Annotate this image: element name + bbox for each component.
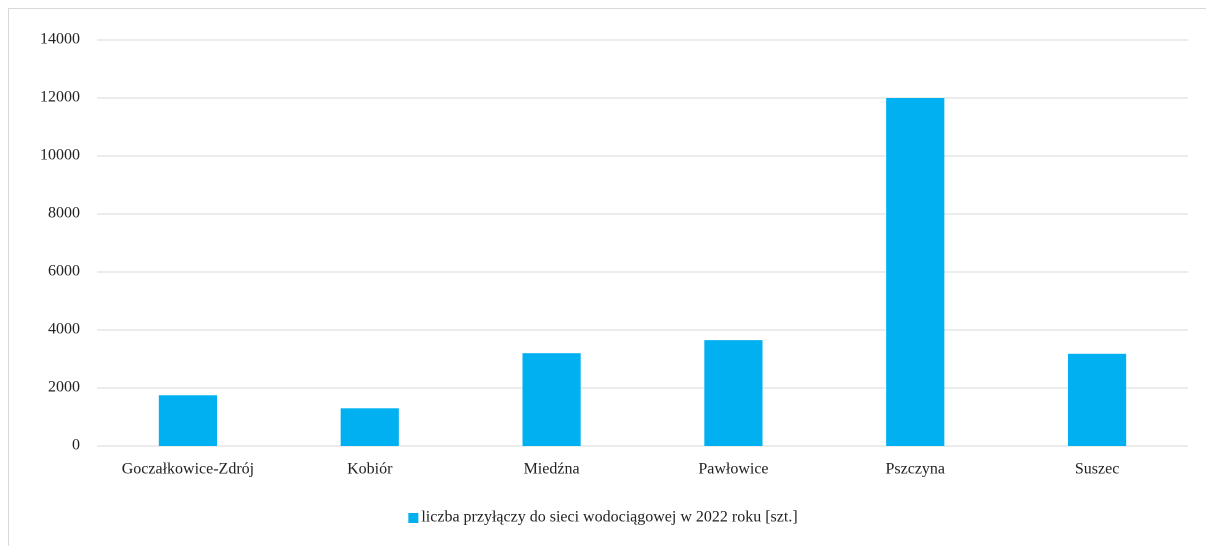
y-tick-label: 0 [72,437,80,454]
y-tick-label: 12000 [40,89,80,106]
y-tick-label: 10000 [40,147,80,164]
bar [522,353,580,446]
legend-swatch [408,513,418,523]
bar [886,98,944,446]
y-tick-label: 6000 [48,263,80,280]
x-tick-label: Miedźna [524,461,580,478]
bar [1068,354,1126,446]
bar [341,408,399,446]
legend-label: liczba przyłączy do sieci wodociągowej w… [421,509,797,526]
x-tick-label: Kobiór [347,461,393,478]
x-tick-label: Goczałkowice-Zdrój [122,461,254,478]
y-tick-label: 4000 [48,321,80,338]
bar [159,395,217,446]
y-tick-label: 14000 [40,31,80,48]
x-tick-label: Pszczyna [885,461,945,478]
x-tick-label: Pawłowice [698,461,768,478]
x-tick-label: Suszec [1075,461,1119,478]
bar [704,340,762,446]
y-tick-label: 8000 [48,205,80,222]
y-tick-label: 2000 [48,379,80,396]
